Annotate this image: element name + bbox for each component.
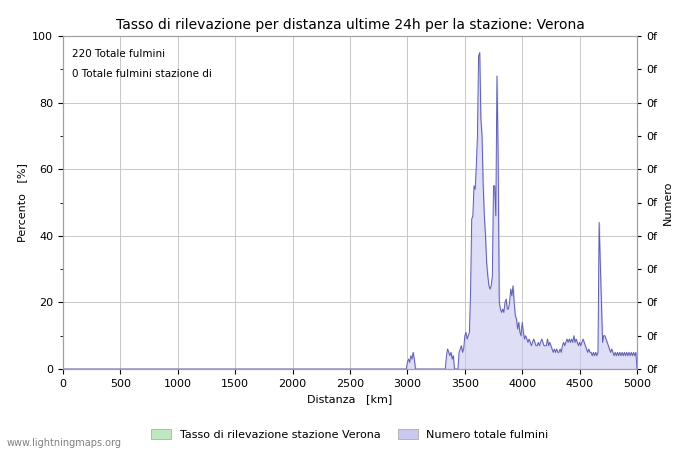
Y-axis label: Percento   [%]: Percento [%]: [17, 163, 27, 242]
X-axis label: Distanza   [km]: Distanza [km]: [307, 394, 393, 404]
Text: www.lightningmaps.org: www.lightningmaps.org: [7, 438, 122, 448]
Legend: Tasso di rilevazione stazione Verona, Numero totale fulmini: Tasso di rilevazione stazione Verona, Nu…: [147, 425, 553, 445]
Text: 0 Totale fulmini stazione di: 0 Totale fulmini stazione di: [71, 69, 211, 79]
Text: 220 Totale fulmini: 220 Totale fulmini: [71, 50, 164, 59]
Y-axis label: Numero: Numero: [663, 180, 673, 225]
Title: Tasso di rilevazione per distanza ultime 24h per la stazione: Verona: Tasso di rilevazione per distanza ultime…: [116, 18, 584, 32]
